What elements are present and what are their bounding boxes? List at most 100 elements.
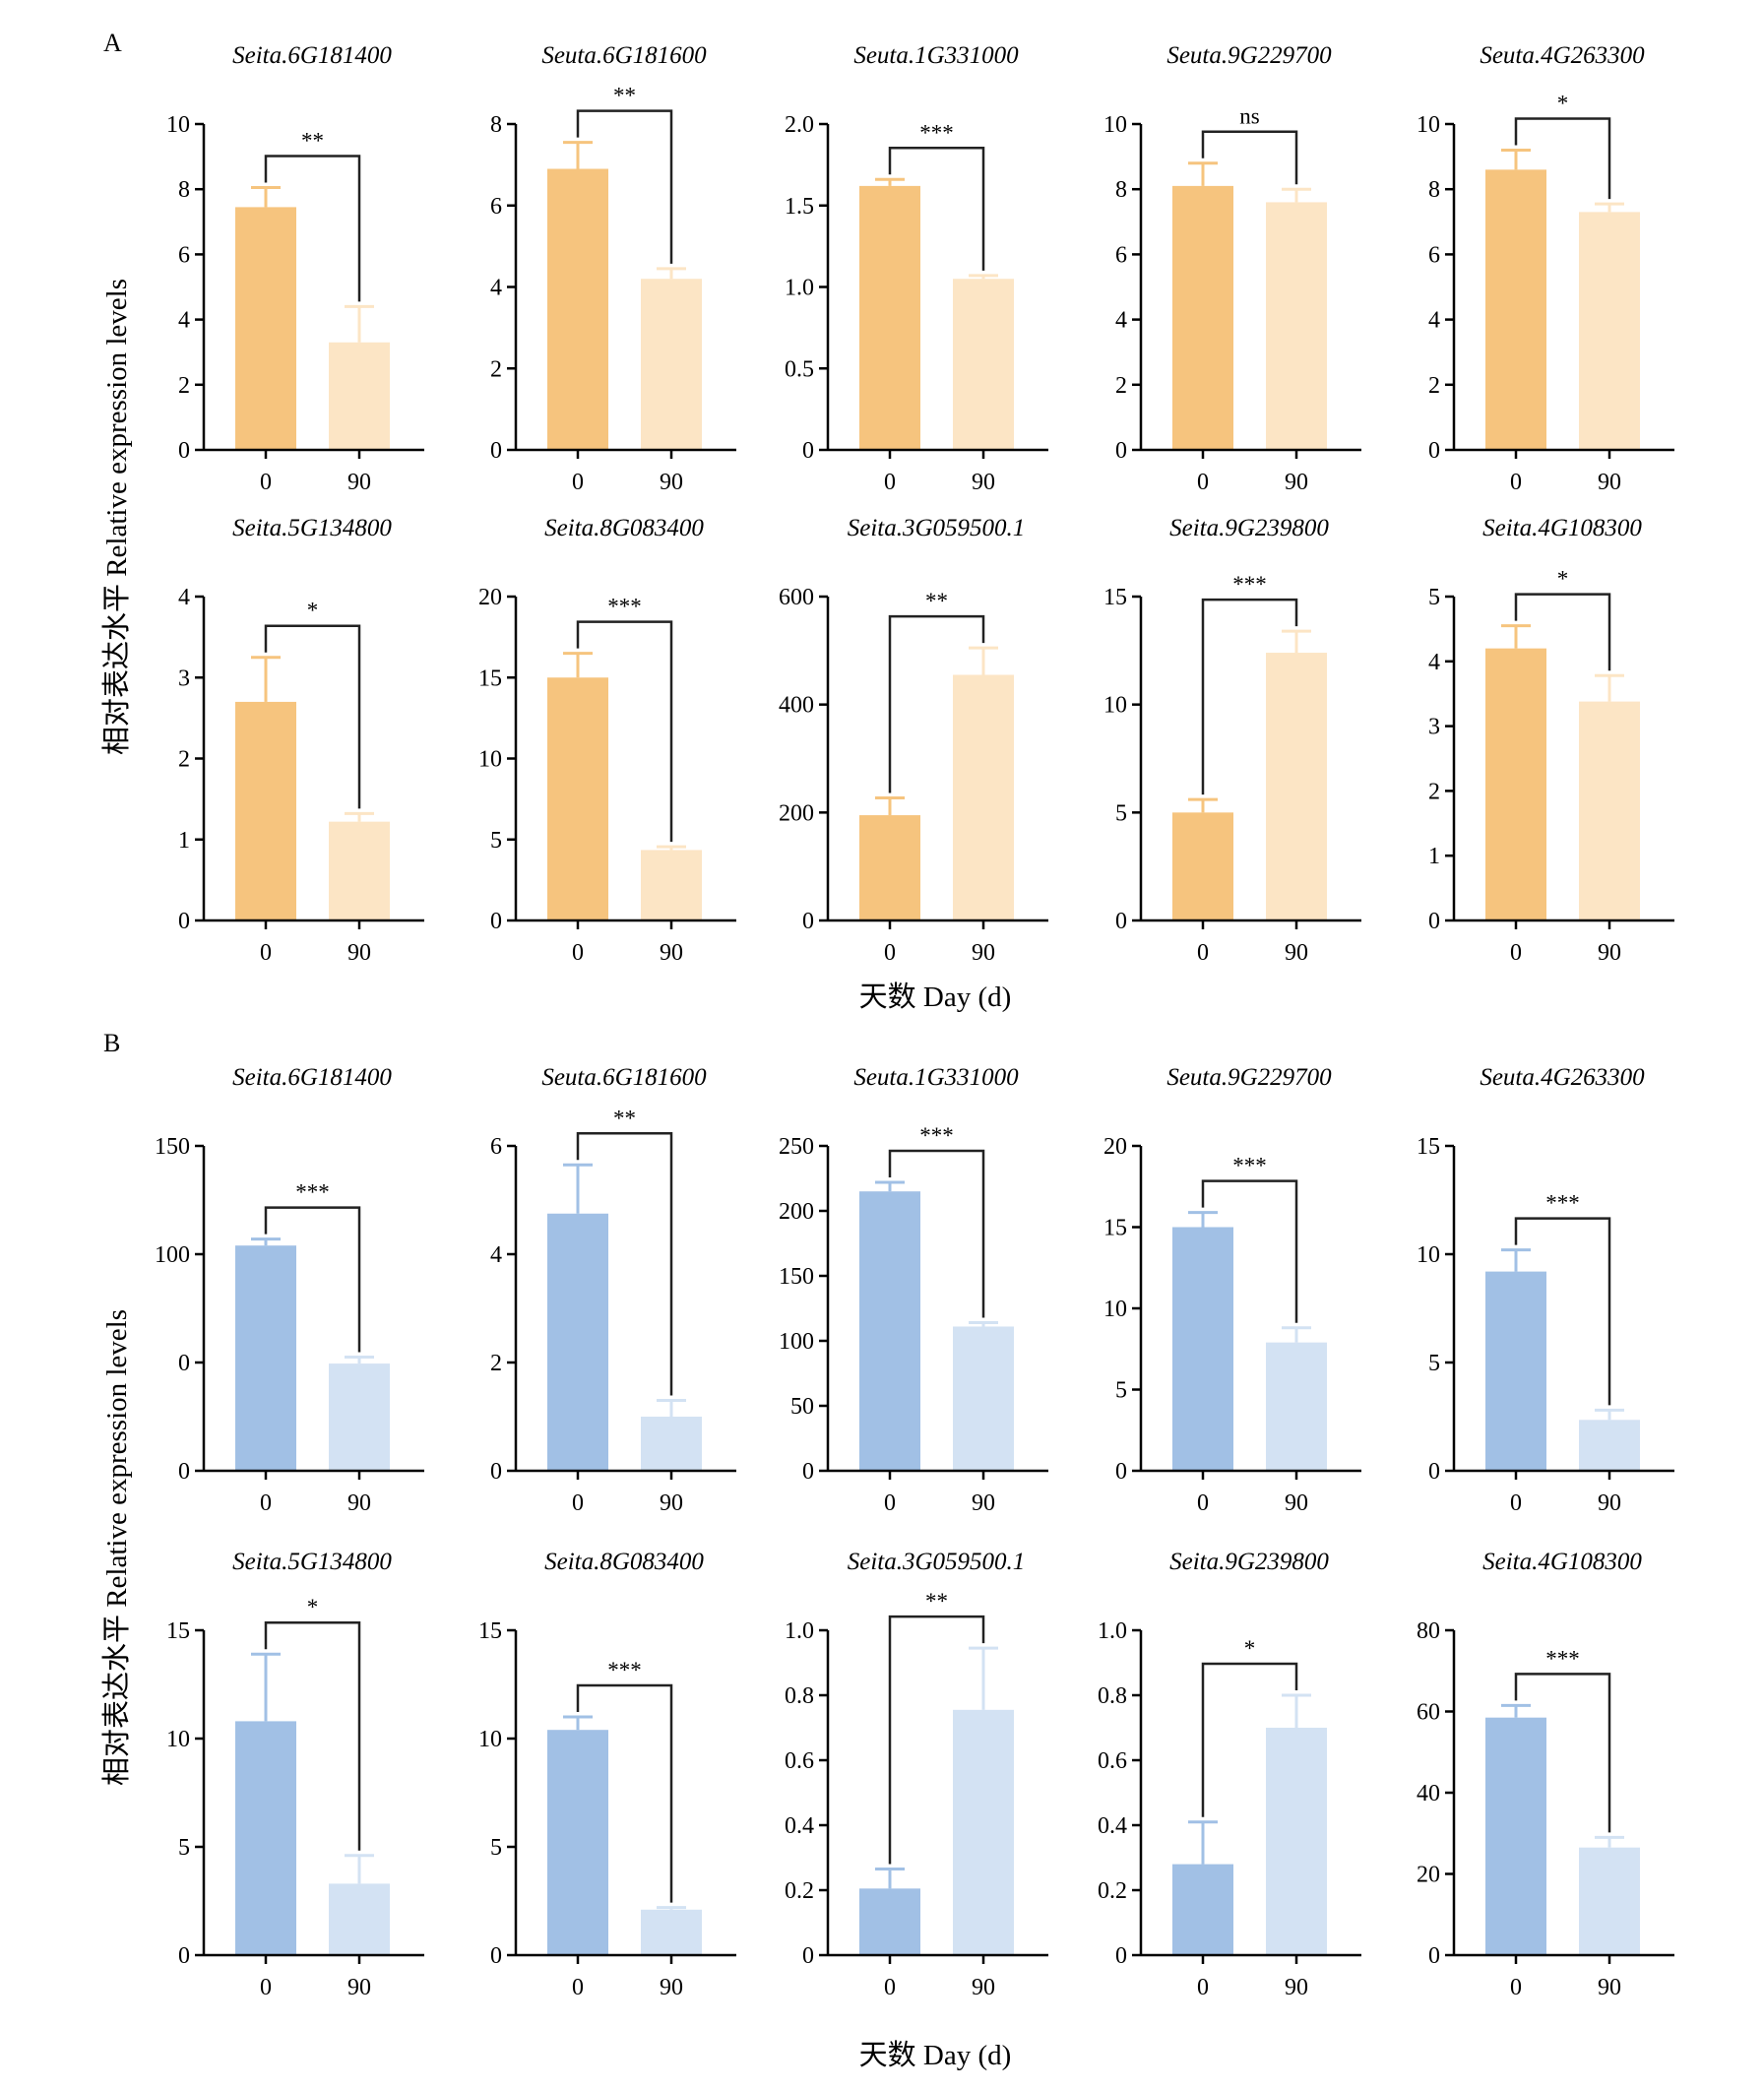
y-tick-label: 150 <box>155 1134 190 1160</box>
y-axis-label-b: 相对表达水平 Relative expression levels <box>100 1309 133 1786</box>
significance-bracket <box>576 1132 673 1396</box>
y-tick-label: 0.8 <box>785 1683 814 1709</box>
significance-bracket <box>1201 1662 1298 1817</box>
bar-day-90 <box>329 821 390 920</box>
y-tick-label: 0 <box>178 909 190 934</box>
chart-19: Seita.9G239800 * 0 0.2 0.4 0.6 0.8 1.0 0 90 <box>1098 1549 1361 2000</box>
y-tick-label: 0 <box>1428 1459 1440 1485</box>
y-tick-label: 3 <box>1428 715 1440 740</box>
y-tick-label: 2 <box>490 356 502 382</box>
panel-label-a: A <box>103 29 122 57</box>
y-tick-label: 15 <box>166 1618 190 1644</box>
y-tick-label: 20 <box>478 585 502 610</box>
chart-title: Seuta.1G331000 <box>853 42 1019 69</box>
y-tick-label: 6 <box>490 1134 502 1160</box>
x-tick-label: 0 <box>260 940 272 966</box>
y-tick-label: 0 <box>490 1943 502 1969</box>
bar-day-0 <box>235 1721 296 1955</box>
chart-14: Seuta.9G229700 *** 0 5 10 15 20 0 90 <box>1103 1064 1361 1516</box>
y-tick-label: 4 <box>178 585 190 610</box>
chart-title: Seita.9G239800 <box>1169 515 1329 541</box>
x-tick-label: 90 <box>347 1975 371 2000</box>
bar-day-90 <box>329 342 390 450</box>
chart-title: Seita.3G059500.1 <box>848 515 1026 541</box>
chart-4: Seuta.9G229700 ns 0 2 4 6 8 10 0 90 <box>1103 42 1361 495</box>
significance-bracket <box>888 1149 985 1318</box>
significance-label: *** <box>607 1658 642 1682</box>
chart-title: Seuta.6G181600 <box>541 42 707 69</box>
bar-day-90 <box>1266 1342 1327 1471</box>
chart-11: Seita.6G181400 *** 0 0 100 150 0 90 <box>155 1064 424 1516</box>
bar-day-90 <box>1579 1420 1640 1471</box>
significance-label: ** <box>613 1106 636 1130</box>
y-tick-label: 0.6 <box>1098 1748 1127 1774</box>
x-tick-label: 90 <box>972 1490 995 1516</box>
chart-title: Seita.5G134800 <box>232 1549 392 1575</box>
x-tick-label: 0 <box>572 940 584 966</box>
bar-day-90 <box>1266 653 1327 920</box>
x-axis-label-a: 天数 Day (d) <box>859 981 1012 1013</box>
y-tick-label: 2 <box>1428 779 1440 804</box>
chart-title: Seuta.1G331000 <box>853 1064 1019 1091</box>
y-tick-label: 0 <box>490 438 502 464</box>
y-tick-label: 0 <box>1115 438 1127 464</box>
y-tick-label: 4 <box>178 308 190 334</box>
x-tick-label: 0 <box>884 940 896 966</box>
y-tick-label: 80 <box>1417 1618 1440 1644</box>
bar-day-90 <box>1579 212 1640 450</box>
x-tick-label: 0 <box>1510 470 1522 495</box>
y-tick-label: 1.5 <box>785 194 814 220</box>
y-tick-label: 0 <box>178 1459 190 1485</box>
chart-16: Seita.5G134800 * 0 5 10 15 0 90 <box>166 1549 424 2000</box>
panel-label-b: B <box>103 1029 120 1057</box>
y-tick-label: 0 <box>178 438 190 464</box>
chart-20: Seita.4G108300 *** 0 20 40 60 80 0 90 <box>1417 1549 1674 2000</box>
bar-day-90 <box>641 1909 702 1955</box>
y-tick-label: 2 <box>178 747 190 773</box>
x-tick-label: 90 <box>1598 1975 1621 2000</box>
chart-12: Seuta.6G181600 ** 0 2 4 6 0 90 <box>490 1064 736 1516</box>
bar-day-0 <box>547 168 608 450</box>
y-tick-label: 0.2 <box>1098 1878 1127 1904</box>
significance-label: * <box>1244 1636 1256 1661</box>
y-tick-label: 4 <box>490 1242 502 1268</box>
bar-day-0 <box>859 1191 920 1471</box>
chart-title: Seita.9G239800 <box>1169 1549 1329 1575</box>
bar-day-90 <box>953 279 1014 450</box>
significance-label: *** <box>919 120 954 145</box>
y-tick-label: 5 <box>1115 800 1127 826</box>
y-tick-label: 0.5 <box>785 356 814 382</box>
y-tick-label: 8 <box>1115 177 1127 203</box>
significance-label: *** <box>607 595 642 619</box>
x-tick-label: 0 <box>260 1975 272 2000</box>
chart-6: Seita.5G134800 * 0 1 2 3 4 0 90 <box>178 515 424 966</box>
bar-day-0 <box>1172 1227 1233 1471</box>
y-tick-label: 10 <box>478 1727 502 1752</box>
chart-10: Seita.4G108300 * 0 1 2 3 4 5 0 90 <box>1428 515 1674 966</box>
significance-bracket <box>576 1683 673 1903</box>
y-tick-label: 6 <box>490 194 502 220</box>
chart-title: Seuta.9G229700 <box>1166 1064 1332 1091</box>
bar-day-0 <box>859 185 920 450</box>
y-tick-label: 400 <box>779 693 814 719</box>
y-tick-label: 0 <box>802 909 814 934</box>
chart-title: Seita.5G134800 <box>232 515 392 541</box>
y-tick-label: 0.4 <box>1098 1813 1127 1839</box>
significance-bracket <box>1201 598 1298 795</box>
y-tick-label: 5 <box>1428 1351 1440 1376</box>
y-tick-label: 15 <box>1103 585 1127 610</box>
significance-label: ** <box>925 589 948 613</box>
bar-day-0 <box>547 1730 608 1955</box>
y-tick-label: 0 <box>178 1351 190 1376</box>
y-tick-label: 100 <box>779 1329 814 1355</box>
y-tick-label: 15 <box>478 665 502 691</box>
bar-day-90 <box>641 279 702 450</box>
y-tick-label: 3 <box>178 665 190 691</box>
bar-day-90 <box>1579 1847 1640 1955</box>
x-tick-label: 0 <box>1197 1490 1209 1516</box>
y-tick-label: 150 <box>779 1264 814 1290</box>
y-tick-label: 50 <box>790 1394 814 1420</box>
y-tick-label: 40 <box>1417 1781 1440 1806</box>
significance-bracket <box>576 109 673 264</box>
